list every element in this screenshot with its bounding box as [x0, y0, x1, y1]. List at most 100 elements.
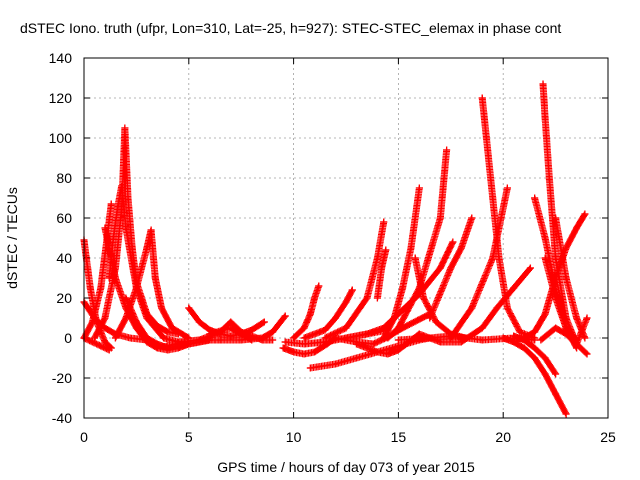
y-tick-label: 40 — [56, 250, 72, 266]
data-point — [531, 354, 539, 362]
data-point — [90, 334, 98, 342]
data-point — [562, 324, 570, 332]
data-point — [118, 182, 126, 190]
data-point — [363, 294, 371, 302]
data-point — [258, 334, 266, 342]
data-point — [227, 324, 235, 332]
data-point — [143, 244, 151, 252]
data-point — [503, 304, 511, 312]
series-arc-17 — [290, 282, 323, 342]
data-point — [537, 336, 545, 344]
data-point — [583, 314, 591, 322]
tick-layer: 0 5 10 15 20 25 -40 -20 0 20 40 60 80 100 120 140 — [49, 50, 616, 445]
data-point — [373, 254, 381, 262]
data-point — [436, 264, 444, 272]
data-point — [126, 334, 134, 342]
data-point — [237, 336, 245, 344]
data-point — [342, 334, 350, 342]
data-point — [227, 318, 235, 326]
data-point — [457, 244, 465, 252]
data-point — [482, 134, 490, 142]
data-point — [290, 334, 298, 342]
data-point — [290, 348, 298, 356]
data-point — [503, 184, 511, 192]
data-point — [552, 254, 560, 262]
data-point — [541, 354, 549, 362]
data-point — [101, 224, 109, 232]
y-tick-label: 20 — [56, 290, 72, 306]
series-arc-24 — [373, 246, 390, 302]
data-point — [478, 94, 486, 102]
data-point — [321, 326, 329, 334]
data-point — [449, 238, 457, 246]
data-point — [373, 348, 381, 356]
data-point — [552, 324, 560, 332]
data-point — [378, 264, 386, 272]
data-point — [342, 298, 350, 306]
data-point — [541, 234, 549, 242]
data-point — [348, 286, 356, 294]
data-point — [143, 334, 151, 342]
data-point — [541, 370, 549, 378]
data-point — [306, 364, 314, 372]
data-point — [443, 146, 451, 154]
data-point — [384, 334, 392, 342]
data-point — [237, 330, 245, 338]
data-point — [88, 338, 96, 346]
data-point — [122, 224, 130, 232]
series-arc-33 — [499, 334, 570, 418]
data-point — [260, 318, 268, 326]
data-point — [164, 344, 172, 352]
series-arc-14 — [206, 324, 256, 344]
data-point — [300, 334, 308, 342]
data-point — [495, 254, 503, 262]
data-point — [332, 314, 340, 322]
data-point — [369, 340, 377, 348]
series-arc-20 — [321, 218, 388, 342]
data-point — [122, 294, 130, 302]
data-point — [206, 330, 214, 338]
data-point — [168, 324, 176, 332]
series-arc-8 — [111, 226, 193, 342]
data-point — [399, 284, 407, 292]
data-point — [380, 324, 388, 332]
data-point — [562, 410, 570, 418]
x-tick-label: 5 — [185, 429, 193, 445]
series-arc-32 — [478, 94, 539, 342]
y-axis-title: dSTEC / TECUs — [4, 187, 20, 289]
data-point — [426, 314, 434, 322]
data-point — [489, 254, 497, 262]
data-point — [300, 324, 308, 332]
data-point — [552, 214, 560, 222]
y-tick-label: 100 — [49, 130, 73, 146]
x-tick-label: 20 — [495, 429, 511, 445]
data-point — [447, 334, 455, 342]
data-point — [174, 338, 182, 346]
data-point — [315, 282, 323, 290]
data-point — [86, 284, 94, 292]
data-point — [248, 336, 256, 344]
data-point — [332, 360, 340, 368]
data-point — [300, 350, 308, 358]
data-point — [380, 218, 388, 226]
data-point — [541, 254, 549, 262]
data-point — [407, 244, 415, 252]
data-point — [143, 314, 151, 322]
x-tick-label: 0 — [80, 429, 88, 445]
data-point — [394, 324, 402, 332]
data-point — [384, 350, 392, 358]
data-point — [581, 334, 589, 342]
data-point — [573, 336, 581, 344]
data-point — [97, 284, 105, 292]
data-point — [147, 226, 155, 234]
data-point — [510, 284, 518, 292]
data-point — [363, 330, 371, 338]
y-tick-label: 140 — [49, 50, 73, 66]
data-point — [281, 312, 289, 320]
y-tick-label: 0 — [64, 330, 72, 346]
plot-frame — [83, 57, 609, 419]
chart-title: dSTEC Iono. truth (ufpr, Lon=310, Lat=-2… — [20, 20, 561, 36]
data-point — [531, 328, 539, 336]
data-point — [269, 336, 277, 344]
y-tick-label: 80 — [56, 170, 72, 186]
